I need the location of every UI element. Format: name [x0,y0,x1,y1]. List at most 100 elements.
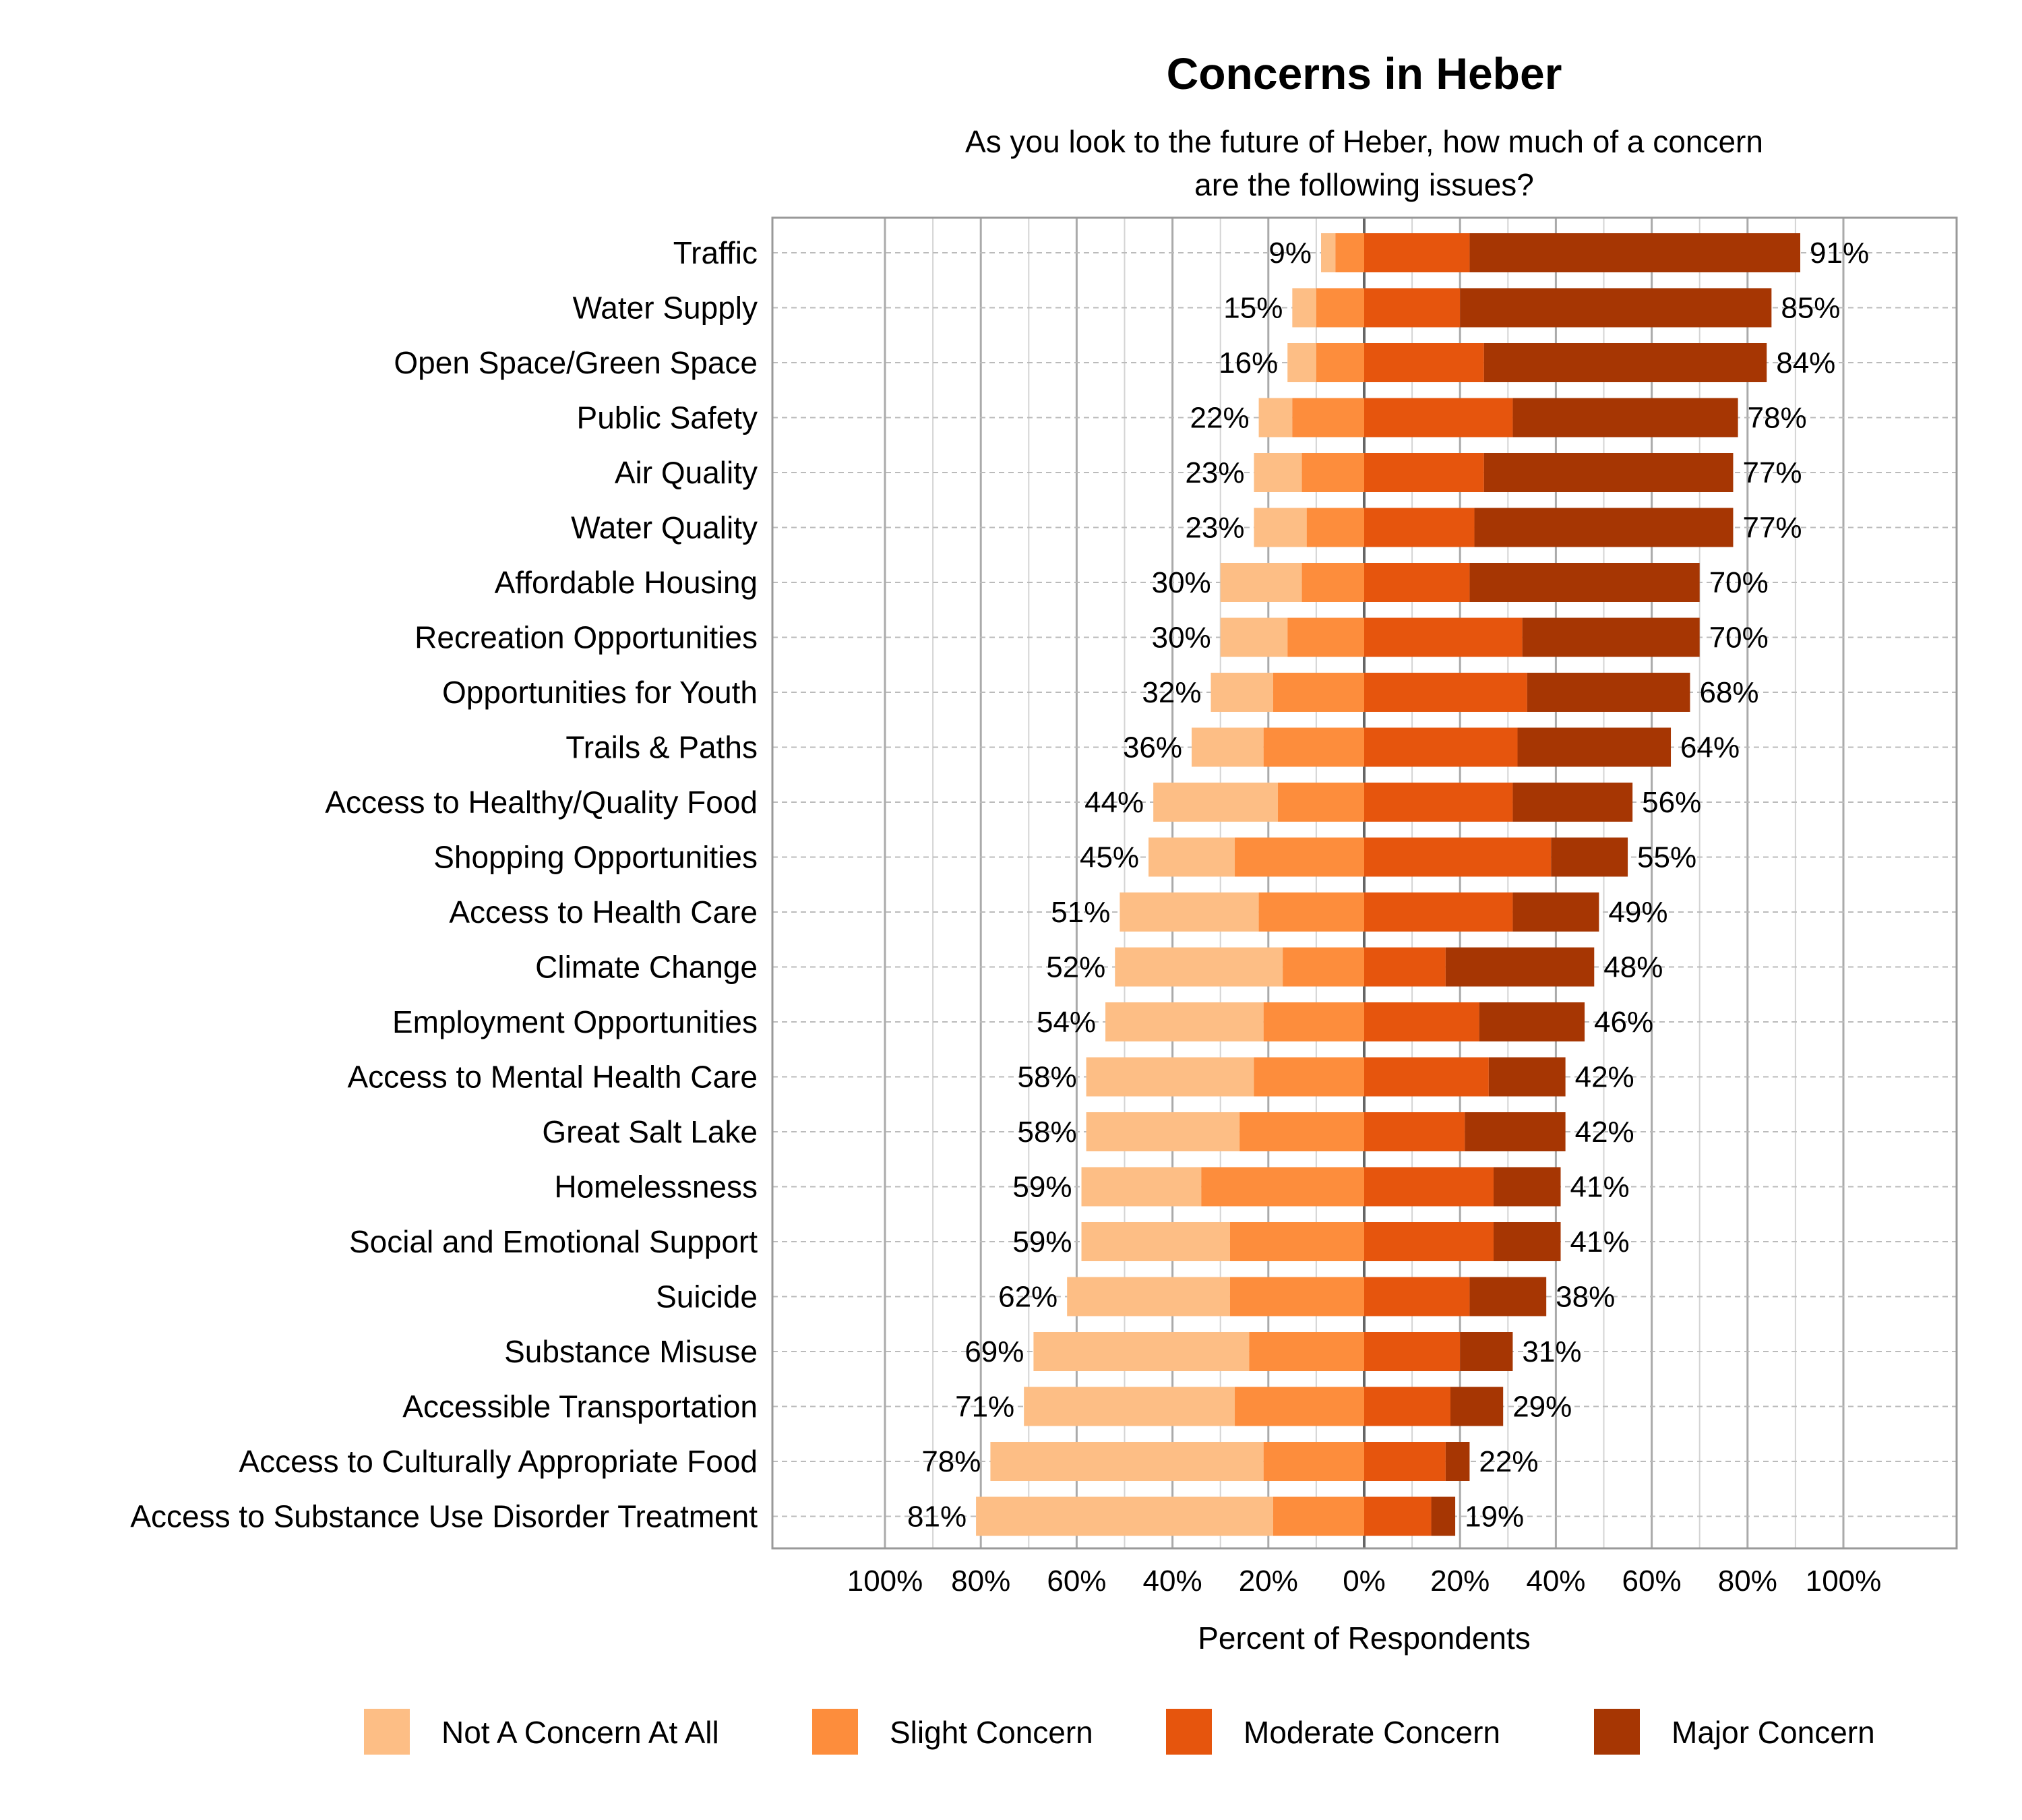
bar-not-a-concern [1120,892,1259,932]
bar-not-a-concern [1211,673,1273,712]
bar-slight-concern [1263,727,1364,767]
left-total-label: 58% [1018,1116,1077,1149]
bars [976,233,1801,1536]
bar-moderate-concern [1364,343,1484,382]
bar-major-concern [1512,783,1633,822]
bar-moderate-concern [1364,1002,1479,1041]
right-total-label: 22% [1479,1445,1538,1478]
bar-major-concern [1493,1222,1561,1261]
category-label: Water Supply [573,291,758,326]
bar-moderate-concern [1364,508,1475,547]
x-axis-label: Percent of Respondents [1198,1620,1531,1656]
bar-moderate-concern [1364,453,1484,492]
bar-major-concern [1483,453,1734,492]
bar-slight-concern [1278,783,1364,822]
legend-label: Moderate Concern [1244,1715,1500,1750]
bar-not-a-concern [1321,233,1336,272]
category-label: Public Safety [577,400,758,435]
bar-moderate-concern [1364,1112,1465,1151]
category-label: Water Quality [571,510,758,545]
category-label: Accessible Transportation [402,1389,758,1424]
bar-slight-concern [1292,398,1364,437]
bar-major-concern [1479,1002,1585,1041]
right-total-label: 38% [1556,1281,1615,1314]
bar-moderate-concern [1364,563,1470,602]
bar-not-a-concern [1033,1332,1250,1371]
bar-major-concern [1483,343,1767,382]
left-total-label: 16% [1219,346,1278,380]
category-label: Substance Misuse [504,1334,758,1369]
x-tick-label: 100% [847,1565,923,1598]
right-total-label: 56% [1642,786,1701,819]
bar-moderate-concern [1364,1222,1494,1261]
bar-moderate-concern [1364,1387,1450,1426]
x-tick-label: 80% [1718,1565,1777,1598]
bar-major-concern [1512,892,1599,932]
category-label: Air Quality [615,455,758,490]
bar-moderate-concern [1364,892,1513,932]
bar-moderate-concern [1364,1057,1489,1097]
category-label: Social and Emotional Support [349,1224,758,1259]
left-total-label: 15% [1223,292,1283,325]
bar-slight-concern [1316,343,1364,382]
bar-not-a-concern [990,1442,1264,1481]
bar-major-concern [1469,1277,1547,1316]
bar-slight-concern [1263,1002,1364,1041]
right-total-label: 84% [1776,346,1835,380]
bar-slight-concern [1235,1387,1364,1426]
left-total-label: 81% [907,1500,967,1534]
bar-moderate-concern [1364,1332,1461,1371]
bar-slight-concern [1273,673,1364,712]
bar-not-a-concern [1192,727,1264,767]
right-total-label: 49% [1608,896,1667,929]
bar-major-concern [1469,563,1700,602]
bar-moderate-concern [1364,727,1518,767]
legend-label: Major Concern [1672,1715,1875,1750]
left-total-label: 30% [1152,621,1211,655]
bar-moderate-concern [1364,947,1446,987]
x-tick-label: 40% [1143,1565,1202,1598]
right-total-label: 41% [1570,1171,1630,1204]
labels: Traffic 9% 91% Water Supply 15% 85% Open Space… [130,235,1869,1534]
category-label: Great Salt Lake [542,1114,758,1149]
bar-slight-concern [1301,563,1364,602]
bar-major-concern [1460,1332,1513,1371]
bar-not-a-concern [1105,1002,1264,1041]
bar-moderate-concern [1364,1496,1432,1536]
bar-moderate-concern [1364,398,1513,437]
bar-moderate-concern [1364,1277,1470,1316]
bar-major-concern [1517,727,1672,767]
x-tick-label: 80% [951,1565,1010,1598]
bar-major-concern [1469,233,1801,272]
category-label: Access to Healthy/Quality Food [325,785,758,820]
bar-slight-concern [1263,1442,1364,1481]
right-total-label: 42% [1575,1116,1634,1149]
right-total-label: 64% [1680,731,1740,764]
bar-moderate-concern [1364,673,1527,712]
right-total-label: 29% [1512,1391,1572,1424]
bar-slight-concern [1229,1277,1364,1316]
bar-not-a-concern [1254,453,1302,492]
left-total-label: 59% [1012,1171,1072,1204]
category-label: Affordable Housing [495,565,758,600]
left-total-label: 71% [955,1391,1014,1424]
bar-moderate-concern [1364,1442,1446,1481]
x-tick-label: 100% [1806,1565,1882,1598]
category-label: Traffic [673,235,758,270]
category-label: Access to Health Care [449,894,758,930]
bar-major-concern [1431,1496,1456,1536]
legend-label: Not A Concern At All [441,1715,719,1750]
bar-slight-concern [1335,233,1364,272]
right-total-label: 78% [1748,402,1807,435]
bar-slight-concern [1301,453,1364,492]
bar-major-concern [1512,398,1738,437]
bar-not-a-concern [1220,563,1302,602]
legend-swatch [364,1709,410,1755]
right-total-label: 70% [1709,566,1769,599]
bar-major-concern [1460,288,1772,328]
right-total-label: 77% [1742,512,1802,545]
left-total-label: 54% [1037,1006,1096,1039]
bar-not-a-concern [1292,288,1316,328]
category-label: Climate Change [535,950,758,985]
left-total-label: 44% [1084,786,1144,819]
